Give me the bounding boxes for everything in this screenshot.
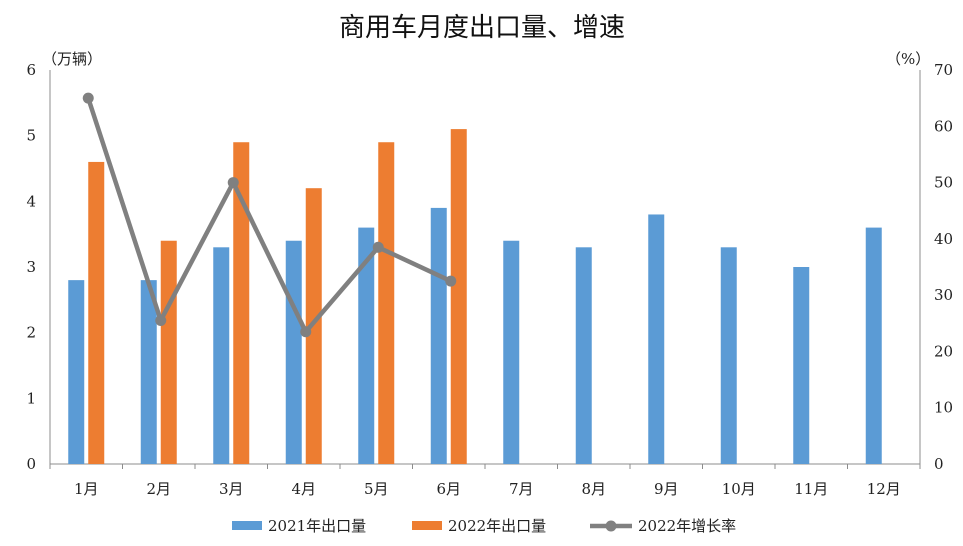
right-axis-tick-label: 30 [934,286,953,304]
right-axis-tick-label: 50 [934,174,953,192]
left-axis-unit: （万辆） [42,50,102,68]
left-axis-tick-label: 1 [26,389,36,407]
x-axis-tick-label: 5月 [364,480,389,498]
bar-2022年出口量-6月 [450,129,467,464]
left-axis-ticks: 0 1 2 3 4 5 6 [26,61,36,473]
bar-2021年出口量-9月 [648,214,665,464]
bar-2021年出口量-11月 [793,267,810,464]
x-axis-tick-label: 10月 [722,480,756,498]
x-axis-tick-label: 3月 [219,480,244,498]
left-axis-tick-label: 0 [26,455,36,473]
bar-2022年出口量-4月 [305,188,322,464]
growth-line [82,92,457,338]
axes [49,70,921,469]
x-axis-tick-label: 7月 [509,480,534,498]
bar-2021年出口量-5月 [358,227,375,464]
right-axis-unit: （%） [886,50,930,68]
bar-2021年出口量-2月 [140,280,157,464]
left-axis-tick-label: 6 [26,61,36,79]
bar-2021年出口量-12月 [865,227,882,464]
x-axis-tick-label: 6月 [436,480,461,498]
bar-2021年出口量-4月 [285,240,302,464]
x-axis-tick-label: 2月 [146,480,171,498]
x-axis-tick-label: 4月 [291,480,316,498]
left-axis-tick-label: 5 [26,127,36,145]
left-axis-tick-label: 3 [26,258,36,276]
bar-2021年出口量-6月 [430,207,447,464]
growth-point-1月 [82,92,94,104]
right-axis-ticks: 0 10 20 30 40 50 60 70 [934,61,953,473]
bar-2022年出口量-1月 [88,161,105,464]
x-axis-tick-label: 1月 [74,480,99,498]
growth-point-2月 [155,314,167,326]
growth-point-4月 [300,326,312,338]
bar-2021年出口量-3月 [213,247,230,464]
right-axis-tick-label: 70 [934,61,953,79]
right-axis-tick-label: 20 [934,342,953,360]
right-axis-tick-label: 0 [934,455,944,473]
x-axis-ticks: 1月 2月 3月 4月 5月 6月 7月 8月 9月 10月 11月 12月 [74,480,901,498]
chart-title: 商用车月度出口量、增速 [339,13,625,43]
growth-point-6月 [445,275,457,287]
legend-label: 2022年出口量 [448,517,546,535]
left-axis-tick-label: 4 [26,192,36,210]
growth-line-path [86,97,452,334]
right-axis-tick-label: 10 [934,399,953,417]
bar-2022年出口量-5月 [378,142,395,464]
legend-label: 2022年增长率 [638,517,736,535]
x-axis-tick-label: 8月 [581,480,606,498]
bars [68,129,882,464]
x-axis-tick-label: 11月 [794,480,828,498]
legend-swatch-marker [605,520,617,532]
right-axis-tick-label: 60 [934,117,953,135]
bar-2021年出口量-1月 [68,280,85,464]
bar-2022年出口量-2月 [160,240,177,464]
bar-2021年出口量-7月 [503,240,520,464]
x-axis-tick-label: 9月 [654,480,679,498]
bar-2022年出口量-3月 [233,142,250,464]
right-axis-tick-label: 40 [934,230,953,248]
legend-swatch-2022年出口量 [412,521,442,530]
bar-2021年出口量-10月 [720,247,737,464]
legend-label: 2021年出口量 [268,517,366,535]
x-axis-tick-label: 12月 [867,480,901,498]
legend-swatch-2021年出口量 [232,521,262,530]
growth-point-3月 [227,177,239,189]
left-axis-tick-label: 2 [26,324,36,342]
legend: 2021年出口量 2022年出口量 2022年增长率 [232,517,736,535]
bar-2021年出口量-8月 [575,247,592,464]
growth-point-5月 [372,241,384,253]
